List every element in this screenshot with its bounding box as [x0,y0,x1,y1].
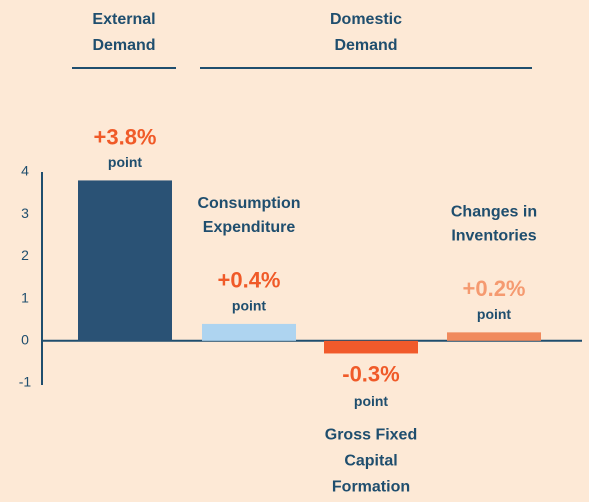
category-label: Inventories [451,228,536,245]
y-tick-label: 2 [21,247,29,263]
group-label: Demand [334,37,397,54]
category-label: Capital [344,453,397,470]
value-unit: point [108,154,143,170]
value-unit: point [232,298,267,314]
category-label: Gross Fixed [325,427,417,444]
bar [78,180,172,341]
group-label: External [92,11,155,28]
y-tick-label: 0 [21,332,29,348]
bar [202,323,296,341]
group-label: Domestic [330,11,402,28]
y-tick-label: 3 [21,205,29,221]
value-label: +0.2% [463,276,526,301]
category-label: Consumption [197,195,300,212]
value-label: +0.4% [218,268,281,293]
value-unit: point [354,393,389,409]
category-label: Formation [332,479,410,496]
y-tick-label: 1 [21,289,29,305]
value-label: -0.3% [342,361,399,386]
value-label: +3.8% [94,124,157,149]
category-label: Expenditure [203,219,296,236]
value-unit: point [477,306,512,322]
bar [447,332,541,341]
y-tick-label: 4 [21,163,29,179]
category-label: Changes in [451,204,537,221]
group-label: Demand [92,37,155,54]
y-tick-label: -1 [19,374,32,390]
bar [324,340,418,354]
